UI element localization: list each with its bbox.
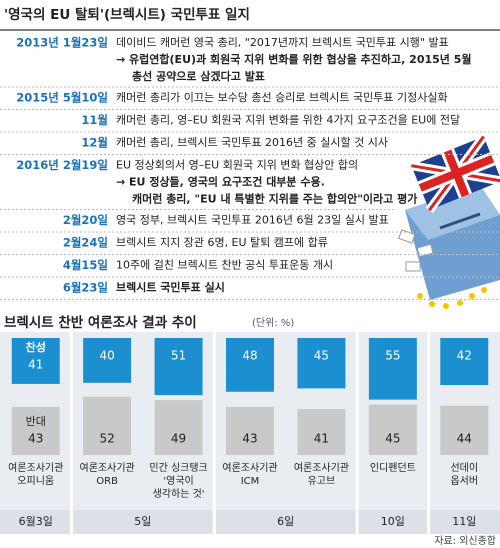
- event-date: 2015년 5월10일: [16, 91, 108, 105]
- date-cell: [357, 510, 429, 534]
- event-detail: → EU 정상들, 영국의 요구조건 대부분 수용.: [116, 175, 325, 189]
- legend-label: 반대: [26, 415, 46, 428]
- org-label: 유고브: [308, 475, 336, 487]
- event-date: 12월: [81, 136, 108, 150]
- bar-no: [83, 396, 132, 455]
- timeline-title: '영국의 EU 탈퇴'(브렉시트) 국민투표 일지: [4, 6, 250, 23]
- value-label: 49: [171, 432, 186, 446]
- value-label: 41: [28, 358, 43, 372]
- event-text: 캐머런 총리, 브렉시트 국민투표 2016년 중 실시할 것 시사: [116, 136, 388, 149]
- event-date: 11월: [81, 113, 108, 127]
- event-date: 6월23일: [63, 281, 108, 295]
- value-label: 52: [100, 432, 115, 446]
- bar-no: [11, 406, 60, 455]
- bar-no: [154, 400, 203, 455]
- bar-yes: [154, 338, 203, 396]
- bar-yes: [440, 338, 489, 386]
- group-date: 11일: [452, 514, 476, 528]
- value-label: 44: [457, 432, 472, 446]
- org-label: '영국이: [163, 475, 193, 487]
- event-text: 10주에 걸친 브렉시트 찬반 공식 투표운동 개시: [116, 258, 333, 272]
- source: 자료: 외신종합: [434, 535, 496, 547]
- value-label: 42: [457, 349, 472, 363]
- bar-yes: [226, 338, 274, 392]
- bar-no: [440, 405, 489, 455]
- event-text: EU 정상회의서 영–EU 회원국 지위 변화 협상안 합의: [116, 159, 358, 172]
- event-date: 2월20일: [63, 213, 108, 227]
- event-date: 2013년 1월23일: [16, 36, 108, 50]
- value-label: 45: [314, 349, 329, 363]
- org-label: 여론조사기관: [8, 462, 63, 474]
- group-date: 6일: [277, 514, 294, 528]
- value-label: 40: [100, 349, 115, 363]
- org-label: 오피니움: [17, 475, 54, 487]
- value-label: 43: [28, 432, 43, 446]
- org-label: 옵서버: [450, 475, 478, 487]
- bar-yes: [11, 338, 60, 384]
- org-label: 생각하는 것': [153, 487, 205, 500]
- org-label: 민간 싱크탱크: [149, 462, 207, 474]
- event-detail: → 유럽연합(EU)과 회원국 지위 변화를 위한 협상을 추진하고, 2015…: [116, 52, 472, 66]
- event-text: 캐머런 총리가 이끄는 보수당 총선 승리로 브렉시트 국민투표 기정사실화: [116, 91, 448, 104]
- org-label: ORB: [96, 476, 118, 487]
- value-label: 45: [385, 432, 400, 446]
- event-date: 4월15일: [63, 258, 108, 272]
- bar-yes: [83, 338, 132, 383]
- org-label: ICM: [241, 476, 260, 487]
- date-cell: [0, 510, 72, 534]
- group-date: 5일: [134, 514, 151, 528]
- event-detail: 캐머런 총리, "EU 내 특별한 지위를 주는 합의안"이라고 평가: [132, 192, 417, 206]
- event-date: 2월24일: [63, 236, 108, 250]
- event-text: 브렉시트 지지 장관 6명, EU 탈퇴 캠프에 합류: [116, 236, 328, 249]
- group-date: 6월3일: [19, 514, 53, 528]
- group-date: 10일: [381, 514, 405, 528]
- event-date: 2016년 2월19일: [16, 158, 108, 172]
- value-label: 48: [242, 349, 257, 363]
- value-label: 41: [314, 432, 329, 446]
- bar-yes: [368, 338, 417, 400]
- event-text: 브렉시트 국민투표 실시: [116, 280, 225, 294]
- chart-title: 브렉시트 찬반 여론조사 결과 추이: [4, 314, 197, 331]
- org-label: 인디펜던트: [370, 462, 416, 474]
- date-cell: [214, 510, 358, 534]
- bar-no: [368, 404, 417, 455]
- date-cell: [71, 510, 215, 534]
- date-cell: [428, 510, 500, 534]
- bar-no: [297, 409, 346, 455]
- bar-yes: [297, 338, 346, 389]
- value-label: 43: [242, 432, 257, 446]
- org-label: 여론조사기관: [222, 462, 277, 474]
- value-label: 55: [385, 349, 400, 363]
- org-label: 여론조사기관: [80, 462, 135, 474]
- value-label: 51: [171, 349, 186, 363]
- event-detail: 총선 공약으로 삼겠다고 발표: [132, 69, 265, 83]
- event-text: 캐머런 총리, 영–EU 회원국 지위 변화를 위한 4가지 요구조건을 EU에…: [116, 114, 460, 127]
- org-label: 선데이: [450, 462, 478, 474]
- legend-label: 찬성: [26, 340, 46, 354]
- event-text: 영국 정부, 브렉시트 국민투표 2016년 6월 23일 실시 발표: [116, 213, 389, 227]
- bar-no: [226, 406, 274, 455]
- chart-unit: (단위: %): [252, 316, 294, 329]
- illustration: [398, 133, 500, 309]
- org-label: 여론조사기관: [294, 462, 349, 474]
- event-text: 데이비드 캐머런 영국 총리, "2017년까지 브렉시트 국민투표 시행" 발…: [116, 36, 449, 49]
